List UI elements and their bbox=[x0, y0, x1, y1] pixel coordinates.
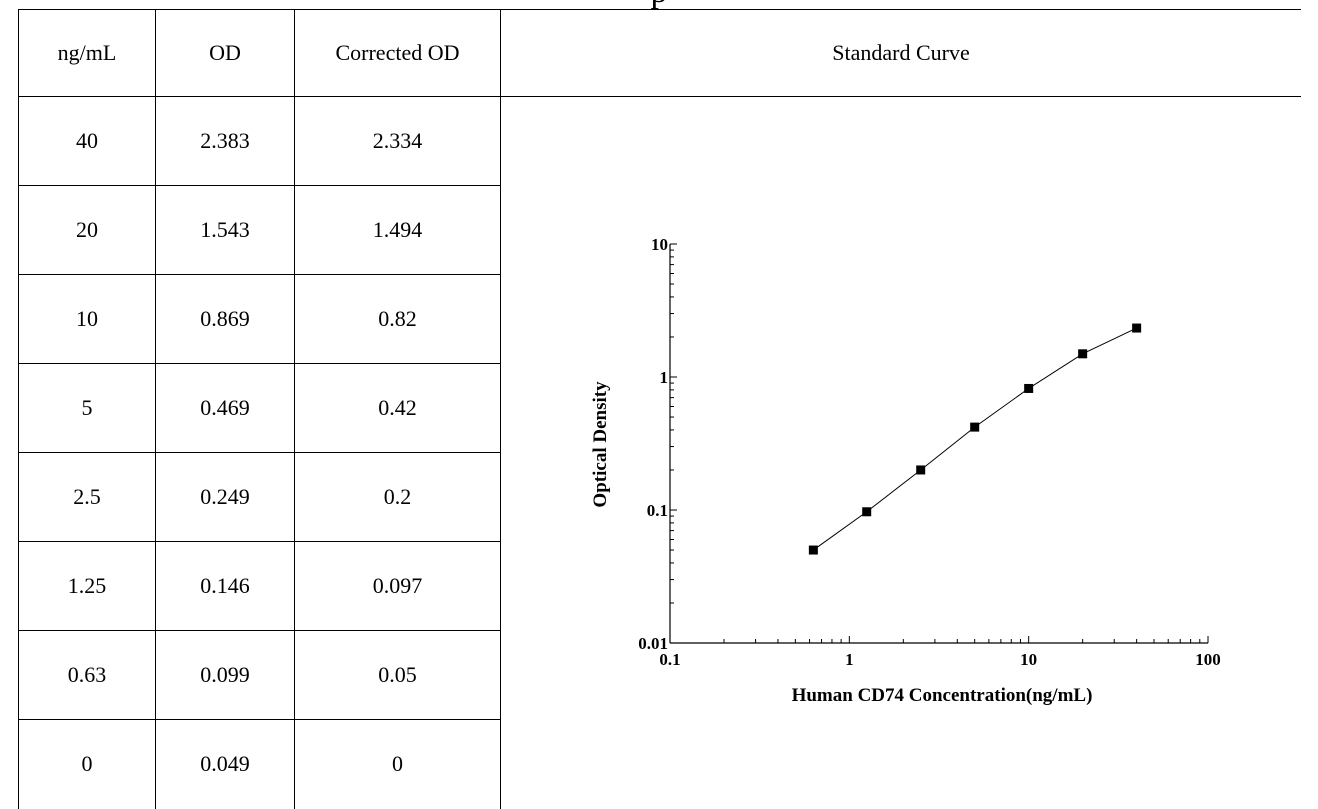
table-row: 0.63 0.099 0.05 bbox=[18, 630, 1302, 720]
y-tick-label: 1 bbox=[660, 368, 669, 387]
cell-concentration: 2.5 bbox=[18, 452, 156, 542]
table-row: 1.25 0.146 0.097 bbox=[18, 541, 1302, 631]
cell-concentration: 1.25 bbox=[18, 541, 156, 631]
cell-corrected-od: 0.05 bbox=[294, 630, 501, 720]
cell-corrected-od: 0 bbox=[294, 719, 501, 809]
cell-od: 0.099 bbox=[155, 630, 295, 720]
data-point bbox=[862, 507, 872, 517]
cell-concentration: 0.63 bbox=[18, 630, 156, 720]
cell-od: 0.249 bbox=[155, 452, 295, 542]
header-concentration: ng/mL bbox=[18, 9, 156, 97]
cell-corrected-od: 0.82 bbox=[294, 274, 501, 364]
data-point bbox=[970, 422, 980, 432]
cell-od: 0.869 bbox=[155, 274, 295, 364]
table-header-row: ng/mL OD Corrected OD Standard Curve bbox=[18, 9, 1301, 97]
data-point bbox=[1078, 349, 1088, 359]
x-tick-label: 0.1 bbox=[659, 650, 680, 669]
x-axis-title: Human CD74 Concentration(ng/mL) bbox=[792, 685, 1093, 706]
cell-od: 0.146 bbox=[155, 541, 295, 631]
table-row: 0 0.049 0 bbox=[18, 719, 1302, 809]
data-point bbox=[1132, 323, 1142, 333]
chart-title: Standard Curve bbox=[500, 9, 1301, 97]
data-point bbox=[808, 545, 818, 555]
cell-corrected-od: 0.42 bbox=[294, 363, 501, 453]
y-tick-label: 10 bbox=[651, 235, 668, 254]
cell-od: 0.469 bbox=[155, 363, 295, 453]
y-axis-title: Optical Density bbox=[590, 381, 611, 508]
cell-corrected-od: 0.2 bbox=[294, 452, 501, 542]
data-point bbox=[1024, 383, 1034, 393]
x-tick-label: 100 bbox=[1195, 650, 1221, 669]
cell-corrected-od: 2.334 bbox=[294, 96, 501, 186]
cell-concentration: 0 bbox=[18, 719, 156, 809]
y-tick-label: 0.01 bbox=[638, 634, 668, 653]
header-corrected-od: Corrected OD bbox=[294, 9, 501, 97]
cell-concentration: 5 bbox=[18, 363, 156, 453]
data-point bbox=[916, 465, 926, 475]
cell-od: 2.383 bbox=[155, 96, 295, 186]
table-row: 40 2.383 2.334 bbox=[18, 96, 1301, 809]
table-row: 5 0.469 0.42 bbox=[18, 363, 1302, 453]
y-tick-label: 0.1 bbox=[647, 501, 668, 520]
table-row: 2.5 0.249 0.2 bbox=[18, 452, 1302, 542]
cell-corrected-od: 1.494 bbox=[294, 185, 501, 275]
standard-data-table: ng/mL OD Corrected OD Standard Curve 40 2… bbox=[18, 9, 1301, 809]
page-title: p bbox=[0, 0, 1318, 12]
series-line bbox=[813, 327, 1137, 551]
header-od: OD bbox=[155, 9, 295, 97]
x-tick-label: 1 bbox=[845, 650, 854, 669]
cell-od: 0.049 bbox=[155, 719, 295, 809]
cell-concentration: 20 bbox=[18, 185, 156, 275]
table-row: 10 0.869 0.82 bbox=[18, 274, 1302, 364]
x-tick-label: 10 bbox=[1020, 650, 1037, 669]
chart-cell bbox=[500, 96, 1301, 809]
